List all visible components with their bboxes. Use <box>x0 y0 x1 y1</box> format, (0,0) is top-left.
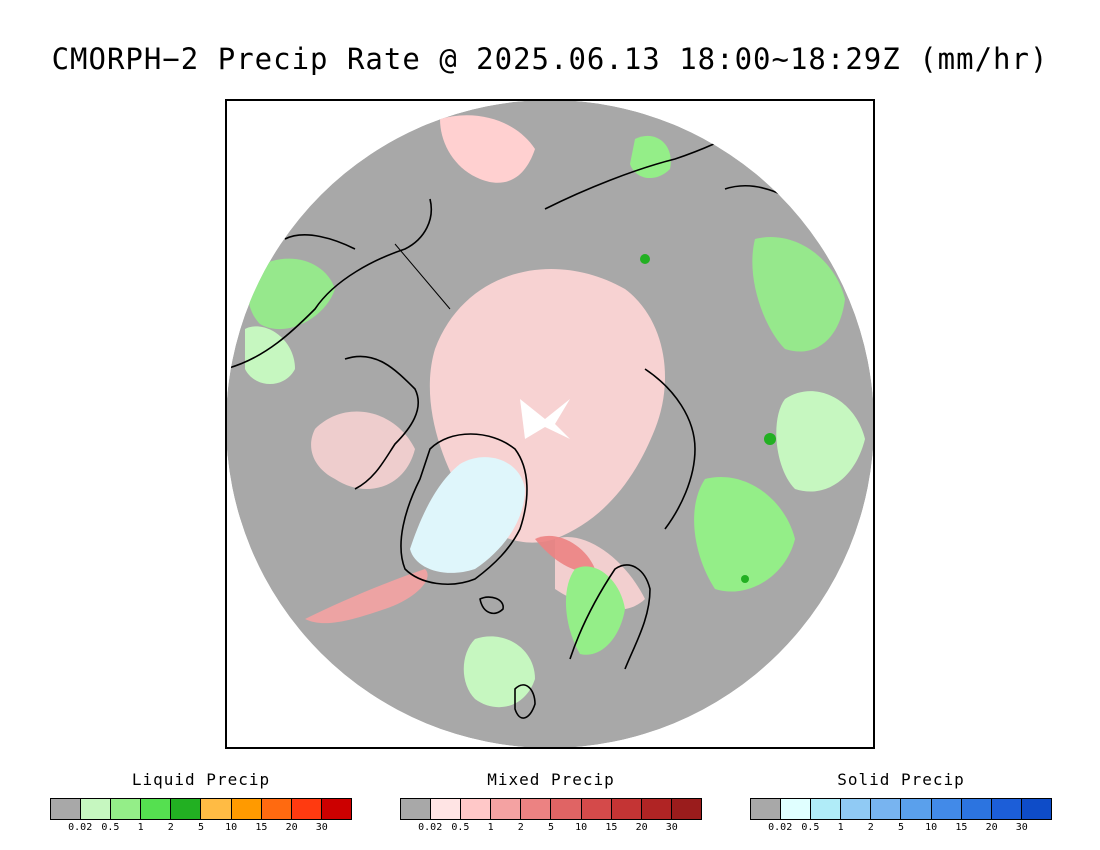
mixed-legend-tick-label: 30 <box>665 822 678 833</box>
pole-data-gap <box>520 399 570 439</box>
solid-legend-swatch <box>841 799 872 819</box>
mixed-precip-bering <box>440 115 535 183</box>
solid-legend-ticks: 0.02 0.5 1 2 5 10 15 20 30 <box>750 820 1052 836</box>
solid-legend-swatch <box>871 799 902 819</box>
liquid-legend-ticks: 0.02 0.5 1 2 5 10 15 20 30 <box>50 820 352 836</box>
liquid-precip-north-atlantic <box>463 636 535 708</box>
mixed-legend-swatch <box>581 799 612 819</box>
chart-title: CMORPH−2 Precip Rate @ 2025.06.13 18:00~… <box>51 42 1049 76</box>
mixed-legend-tick-label: 2 <box>517 822 524 833</box>
mixed-precip-legend: Mixed Precip 0.02 0.5 1 2 5 10 15 20 30 <box>400 770 702 836</box>
liquid-legend-swatch <box>291 799 322 819</box>
solid-legend-swatch <box>991 799 1022 819</box>
solid-legend-tick-label: 0.5 <box>801 822 820 833</box>
solid-legend-title: Solid Precip <box>837 770 965 789</box>
liquid-precip-siberia <box>752 237 845 352</box>
mixed-legend-swatch <box>401 799 432 819</box>
liquid-precip-chukotka <box>630 135 671 179</box>
liquid-legend-swatch <box>141 799 172 819</box>
mixed-legend-tick-label: 20 <box>635 822 648 833</box>
liquid-precip-canada <box>245 326 295 384</box>
liquid-legend-swatch <box>201 799 232 819</box>
mixed-legend-swatch <box>671 799 701 819</box>
mixed-legend-tick-label: 15 <box>605 822 618 833</box>
coastline-north-america <box>227 198 432 370</box>
coastline-canadian-archipelago <box>344 355 420 490</box>
liquid-legend-swatch <box>111 799 142 819</box>
coastline-alaska <box>284 234 356 250</box>
mixed-legend-tick-label: 10 <box>575 822 588 833</box>
coastline-scandinavia <box>569 564 651 670</box>
mixed-legend-swatch <box>461 799 492 819</box>
mixed-legend-ticks: 0.02 0.5 1 2 5 10 15 20 30 <box>400 820 702 836</box>
coastline-russia-north <box>644 368 696 530</box>
mixed-legend-swatch <box>491 799 522 819</box>
liquid-legend-colorbar <box>50 798 352 820</box>
polar-map[interactable] <box>225 99 875 749</box>
solid-legend-swatch <box>961 799 992 819</box>
coastline-iceland <box>479 596 504 615</box>
mixed-legend-tick-label: 0.5 <box>451 822 470 833</box>
mixed-precip-norway <box>535 535 595 572</box>
mixed-legend-swatch <box>551 799 582 819</box>
liquid-precip-legend: Liquid Precip 0.02 0.5 1 2 5 10 15 20 30 <box>50 770 352 836</box>
solid-legend-tick-label: 20 <box>985 822 998 833</box>
mixed-legend-tick-label: 5 <box>547 822 555 833</box>
liquid-legend-swatch <box>261 799 292 819</box>
liquid-legend-tick-label: 30 <box>315 822 328 833</box>
mixed-legend-swatch <box>611 799 642 819</box>
liquid-precip-russia <box>694 477 795 592</box>
solid-legend-swatch <box>781 799 812 819</box>
solid-legend-tick-label: 0.02 <box>768 822 793 833</box>
liquid-legend-swatch <box>231 799 262 819</box>
mixed-precip-davis <box>311 411 415 489</box>
liquid-legend-swatch <box>171 799 202 819</box>
mixed-legend-swatch <box>521 799 552 819</box>
mixed-legend-tick-label: 0.02 <box>418 822 443 833</box>
solid-legend-swatch <box>811 799 842 819</box>
liquid-legend-swatch <box>51 799 82 819</box>
liquid-legend-tick-label: 15 <box>255 822 268 833</box>
liquid-precip-cell <box>640 254 650 264</box>
solid-legend-tick-label: 15 <box>955 822 968 833</box>
coastline-uk <box>514 684 536 719</box>
mixed-legend-tick-label: 1 <box>487 822 494 833</box>
solid-legend-tick-label: 10 <box>925 822 938 833</box>
solid-legend-tick-label: 5 <box>897 822 905 833</box>
solid-legend-tick-label: 2 <box>867 822 874 833</box>
liquid-legend-tick-label: 1 <box>137 822 144 833</box>
precip-map-svg <box>227 101 873 747</box>
solid-legend-swatch <box>901 799 932 819</box>
liquid-legend-tick-label: 5 <box>197 822 205 833</box>
liquid-precip-east-asia <box>776 391 865 492</box>
solid-legend-swatch <box>751 799 782 819</box>
solid-legend-colorbar <box>750 798 1052 820</box>
mixed-legend-swatch <box>641 799 672 819</box>
solid-legend-swatch <box>1021 799 1051 819</box>
liquid-legend-tick-label: 10 <box>225 822 238 833</box>
solid-legend-tick-label: 30 <box>1015 822 1028 833</box>
solid-precip-greenland <box>410 457 525 573</box>
coastlines <box>227 128 851 719</box>
liquid-legend-swatch <box>321 799 351 819</box>
liquid-legend-tick-label: 2 <box>167 822 174 833</box>
mixed-legend-title: Mixed Precip <box>487 770 615 789</box>
liquid-legend-tick-label: 20 <box>285 822 298 833</box>
liquid-legend-swatch <box>81 799 112 819</box>
liquid-legend-title: Liquid Precip <box>131 770 271 789</box>
liquid-legend-tick-label: 0.5 <box>101 822 120 833</box>
liquid-precip-cell <box>741 575 749 583</box>
solid-precip-legend: Solid Precip 0.02 0.5 1 2 5 10 15 20 30 <box>750 770 1052 836</box>
coastline-greenland <box>400 433 528 585</box>
liquid-precip-cell <box>764 433 776 445</box>
mixed-precip-band-atlantic <box>305 569 428 624</box>
solid-legend-swatch <box>931 799 962 819</box>
liquid-legend-tick-label: 0.02 <box>68 822 93 833</box>
mixed-legend-swatch <box>431 799 462 819</box>
solid-legend-tick-label: 1 <box>837 822 844 833</box>
mixed-legend-colorbar <box>400 798 702 820</box>
russia-usa-border <box>394 243 451 310</box>
